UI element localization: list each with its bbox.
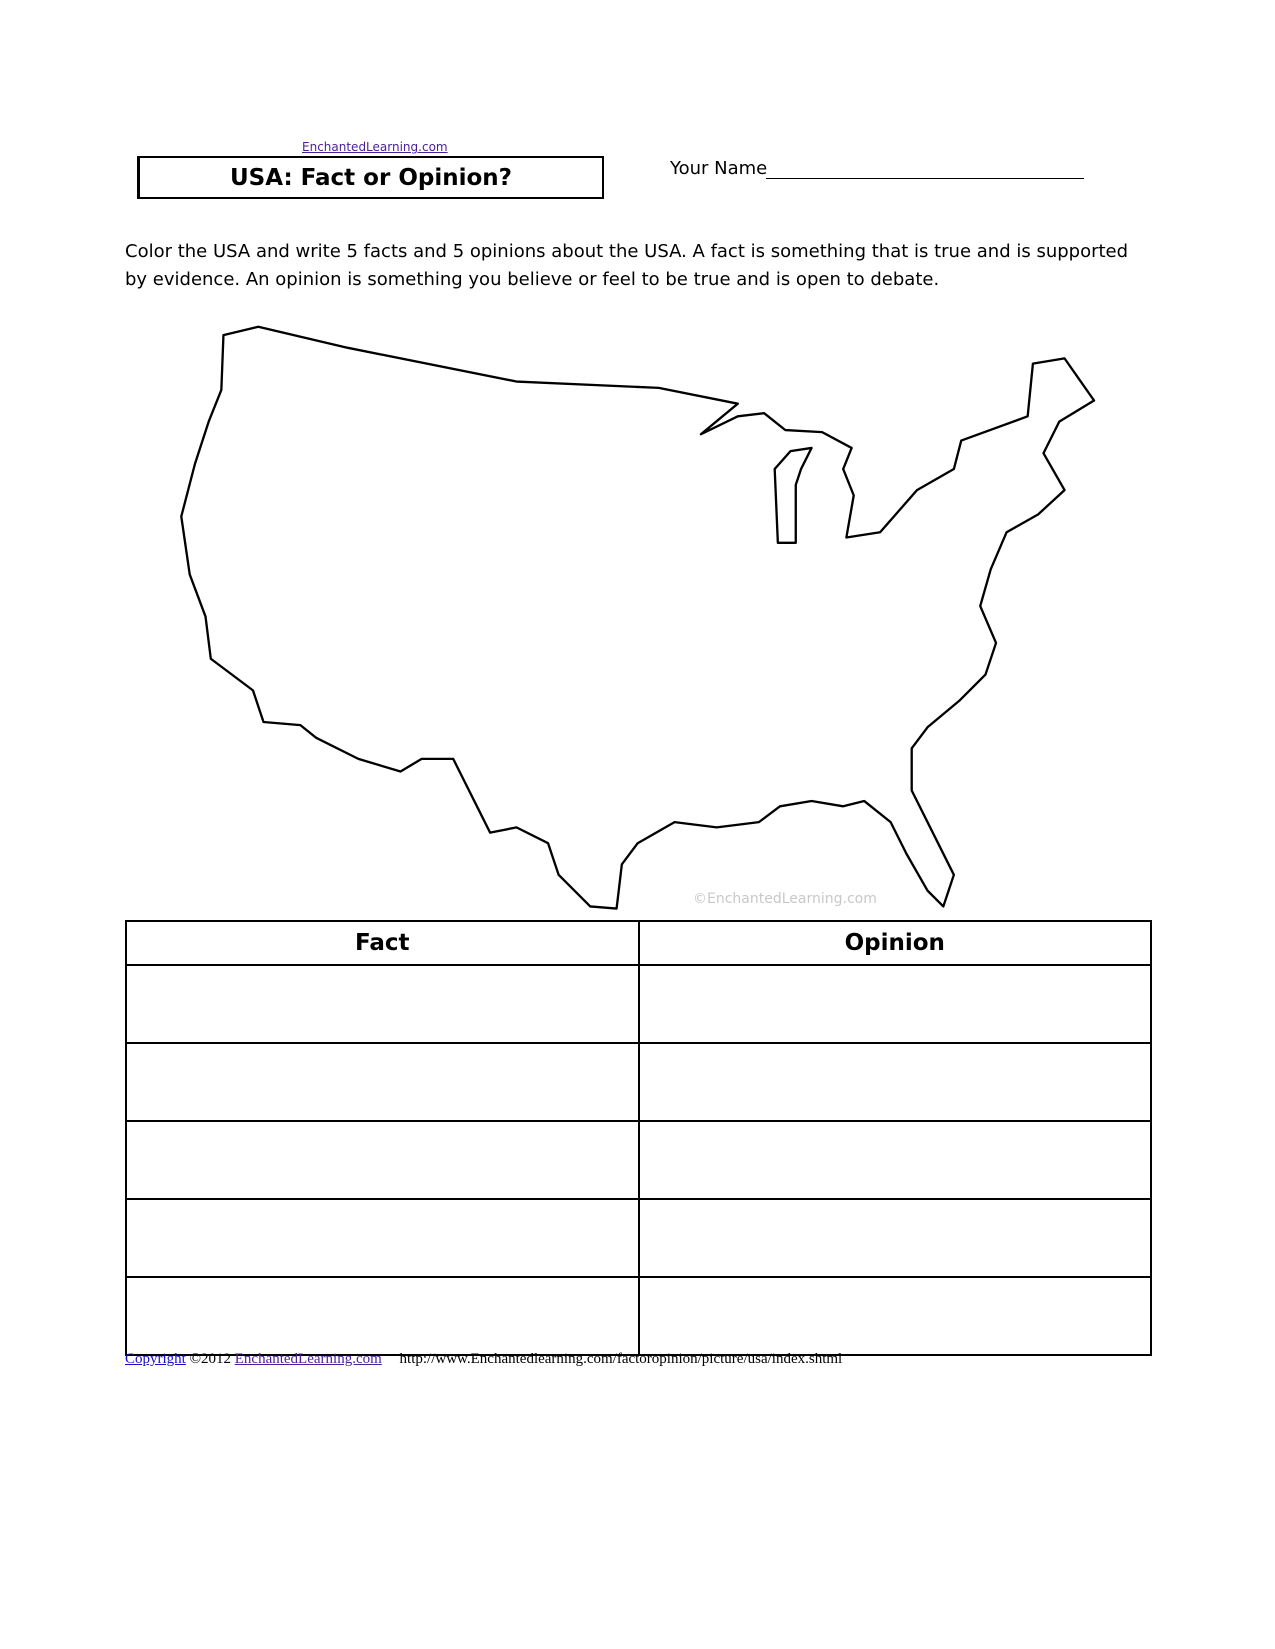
michigan-peninsula-path	[773, 446, 813, 544]
page-url: http://www.Enchantedlearning.com/factoro…	[399, 1351, 843, 1367]
table-row	[125, 964, 1152, 1044]
fact-column-header: Fact	[125, 920, 640, 966]
fact-cell[interactable]	[125, 1198, 640, 1278]
fact-cell[interactable]	[125, 964, 640, 1044]
opinion-cell[interactable]	[637, 1198, 1152, 1278]
fact-opinion-table: Fact Opinion	[125, 920, 1152, 1356]
opinion-cell[interactable]	[637, 1276, 1152, 1356]
table-row	[125, 1276, 1152, 1356]
fact-cell[interactable]	[125, 1120, 640, 1200]
fact-cell[interactable]	[125, 1042, 640, 1122]
table-row	[125, 1198, 1152, 1278]
instructions: Color the USA and write 5 facts and 5 op…	[125, 241, 1129, 290]
opinion-cell[interactable]	[637, 964, 1152, 1044]
enchanted-learning-link[interactable]: EnchantedLearning.com	[302, 140, 448, 154]
copyright-year: ©2012	[189, 1351, 231, 1367]
page-title: USA: Fact or Opinion?	[137, 156, 604, 199]
table-row	[125, 1120, 1152, 1200]
copyright-link[interactable]: Copyright	[125, 1351, 186, 1367]
usa-outline-path	[180, 325, 1096, 910]
footer-site-link[interactable]: EnchantedLearning.com	[234, 1351, 382, 1367]
your-name-field[interactable]	[766, 178, 1084, 179]
fact-cell[interactable]	[125, 1276, 640, 1356]
footer: Copyright ©2012 EnchantedLearning.com ht…	[125, 1351, 842, 1368]
map-watermark: ©EnchantedLearning.com	[693, 891, 877, 907]
usa-map-outline: ©EnchantedLearning.com	[180, 325, 1096, 910]
opinion-column-header: Opinion	[637, 920, 1152, 966]
opinion-cell[interactable]	[637, 1120, 1152, 1200]
your-name-label: Your Name	[670, 158, 768, 179]
table-row	[125, 1042, 1152, 1122]
opinion-cell[interactable]	[637, 1042, 1152, 1122]
